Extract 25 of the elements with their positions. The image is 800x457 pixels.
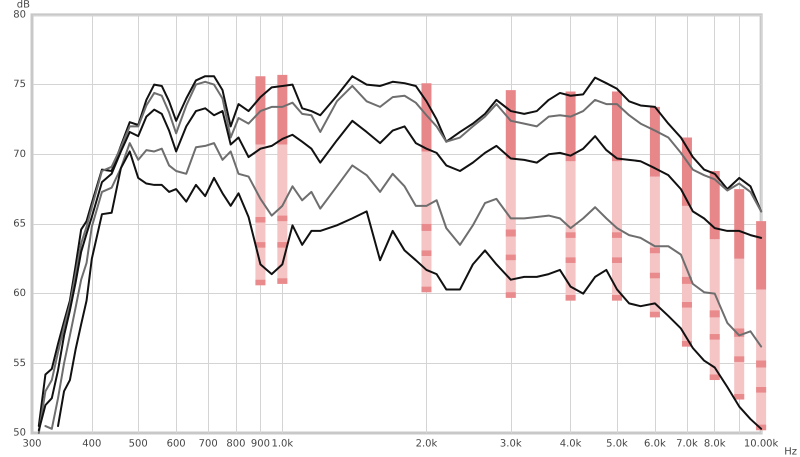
y-tick-label: 80 [13,9,26,20]
y-tick-label: 50 [13,428,26,438]
x-tick-label: 7.0k [676,438,698,450]
x-tick-label: 4.0k [560,438,582,450]
x-tick-label: 300 [22,438,42,450]
x-tick-label: 2.0k [416,438,438,450]
x-tick-label: 8.0k [704,438,726,450]
y-tick-label: 65 [13,218,26,230]
y-tick-label: 60 [13,288,26,300]
x-tick-label: 3.0k [500,438,522,450]
x-tick-label: 5.0k [606,438,628,450]
x-tick-label: 700 [198,438,218,450]
y-tick-label: 70 [13,148,26,160]
x-tick-label: 600 [166,438,186,450]
y-tick-label: 75 [13,79,26,90]
x-tick-label: 6.0k [644,438,666,450]
x-tick-label: 900 [250,438,270,450]
y-tick-label: 55 [13,358,26,369]
y-axis-title: dB [16,0,30,10]
x-tick-label: 1.0k [271,438,294,450]
x-tick-label: 800 [226,438,246,450]
x-tick-label: 500 [128,438,148,450]
x-tick-label: 400 [82,438,102,450]
x-tick-label: 10.00k [744,438,779,450]
x-axis-title: Hz [784,446,798,457]
